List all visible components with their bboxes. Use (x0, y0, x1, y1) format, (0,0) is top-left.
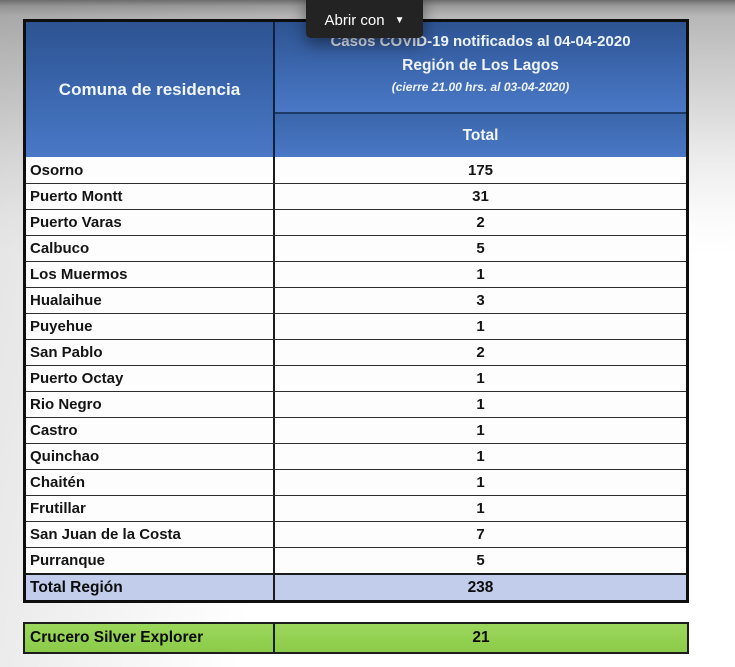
comuna-cell: Puyehue (26, 314, 275, 339)
table-row: Frutillar 1 (26, 495, 686, 521)
total-cell: 1 (476, 396, 485, 413)
table-row: Puyehue 1 (26, 313, 686, 339)
comuna-cell: San Pablo (26, 340, 275, 365)
table-row: Puerto Octay 1 (26, 365, 686, 391)
open-with-label: Abrir con (324, 12, 385, 29)
total-cell: 5 (476, 240, 485, 257)
total-cell: 175 (467, 161, 494, 179)
table-row: Puerto Montt 31 (26, 183, 686, 209)
total-cell: 31 (472, 188, 489, 205)
comuna-cell: Purranque (26, 548, 275, 573)
table-row: Los Muermos 1 (26, 261, 686, 287)
covid-cases-table: Comuna de residencia Casos COVID-19 noti… (23, 19, 689, 603)
comuna-cell: Chaitén (26, 470, 275, 495)
table-row: Purranque 5 (26, 547, 686, 573)
comuna-cell: Hualaihue (26, 288, 275, 313)
comuna-header-cell: Comuna de residencia (26, 22, 275, 157)
comuna-cell: Puerto Octay (26, 366, 275, 391)
comuna-cell: Frutillar (26, 496, 275, 521)
comuna-cell: Rio Negro (26, 392, 275, 417)
table-row: Calbuco 5 (26, 235, 686, 261)
header-right-column: Casos COVID-19 notificados al 04-04-2020… (275, 22, 686, 157)
table-header: Comuna de residencia Casos COVID-19 noti… (26, 22, 686, 157)
table-body: Osorno 175 Puerto Montt 31 Puerto Varas … (26, 157, 686, 600)
comuna-cell: San Juan de la Costa (26, 522, 275, 547)
table-row: San Pablo 2 (26, 339, 686, 365)
comuna-cell: Osorno (26, 157, 275, 183)
total-cell: 1 (476, 266, 485, 283)
table-row: Rio Negro 1 (26, 391, 686, 417)
total-region-row: Total Región 238 (26, 573, 686, 600)
table-row: Quinchao 1 (26, 443, 686, 469)
table-row: Puerto Varas 2 (26, 209, 686, 235)
table-row: Chaitén 1 (26, 469, 686, 495)
comuna-cell: Puerto Montt (26, 184, 275, 209)
total-cell: 3 (476, 292, 485, 309)
total-region-value: 238 (467, 578, 494, 596)
cruise-ship-label: Crucero Silver Explorer (25, 624, 275, 652)
total-cell: 1 (476, 370, 485, 387)
cruise-ship-row: Crucero Silver Explorer 21 (23, 622, 689, 654)
table-subtitle-region: Región de Los Lagos (402, 57, 559, 74)
total-cell: 2 (476, 344, 485, 361)
comuna-cell: Los Muermos (26, 262, 275, 287)
comuna-cell: Puerto Varas (26, 210, 275, 235)
total-cell: 1 (476, 422, 485, 439)
table-row: Osorno 175 (26, 157, 686, 183)
comuna-cell: Quinchao (26, 444, 275, 469)
table-subtitle-cutoff: (cierre 21.00 hrs. al 03-04-2020) (391, 80, 570, 94)
total-cell: 1 (476, 448, 485, 465)
table-row: Hualaihue 3 (26, 287, 686, 313)
total-cell: 7 (476, 526, 485, 543)
total-cell: 1 (476, 318, 485, 335)
chevron-down-icon: ▼ (394, 15, 405, 26)
comuna-cell: Castro (26, 418, 275, 443)
table-row: San Juan de la Costa 7 (26, 521, 686, 547)
table-row: Castro 1 (26, 417, 686, 443)
cruise-ship-value: 21 (472, 629, 490, 646)
total-cell: 1 (476, 500, 485, 517)
total-cell: 2 (476, 214, 485, 231)
total-cell: 5 (476, 552, 485, 569)
total-region-label: Total Región (26, 575, 275, 600)
open-with-button[interactable]: Abrir con ▼ (306, 0, 423, 38)
total-cell: 1 (476, 474, 485, 491)
total-column-header: Total (275, 114, 686, 157)
comuna-cell: Calbuco (26, 236, 275, 261)
